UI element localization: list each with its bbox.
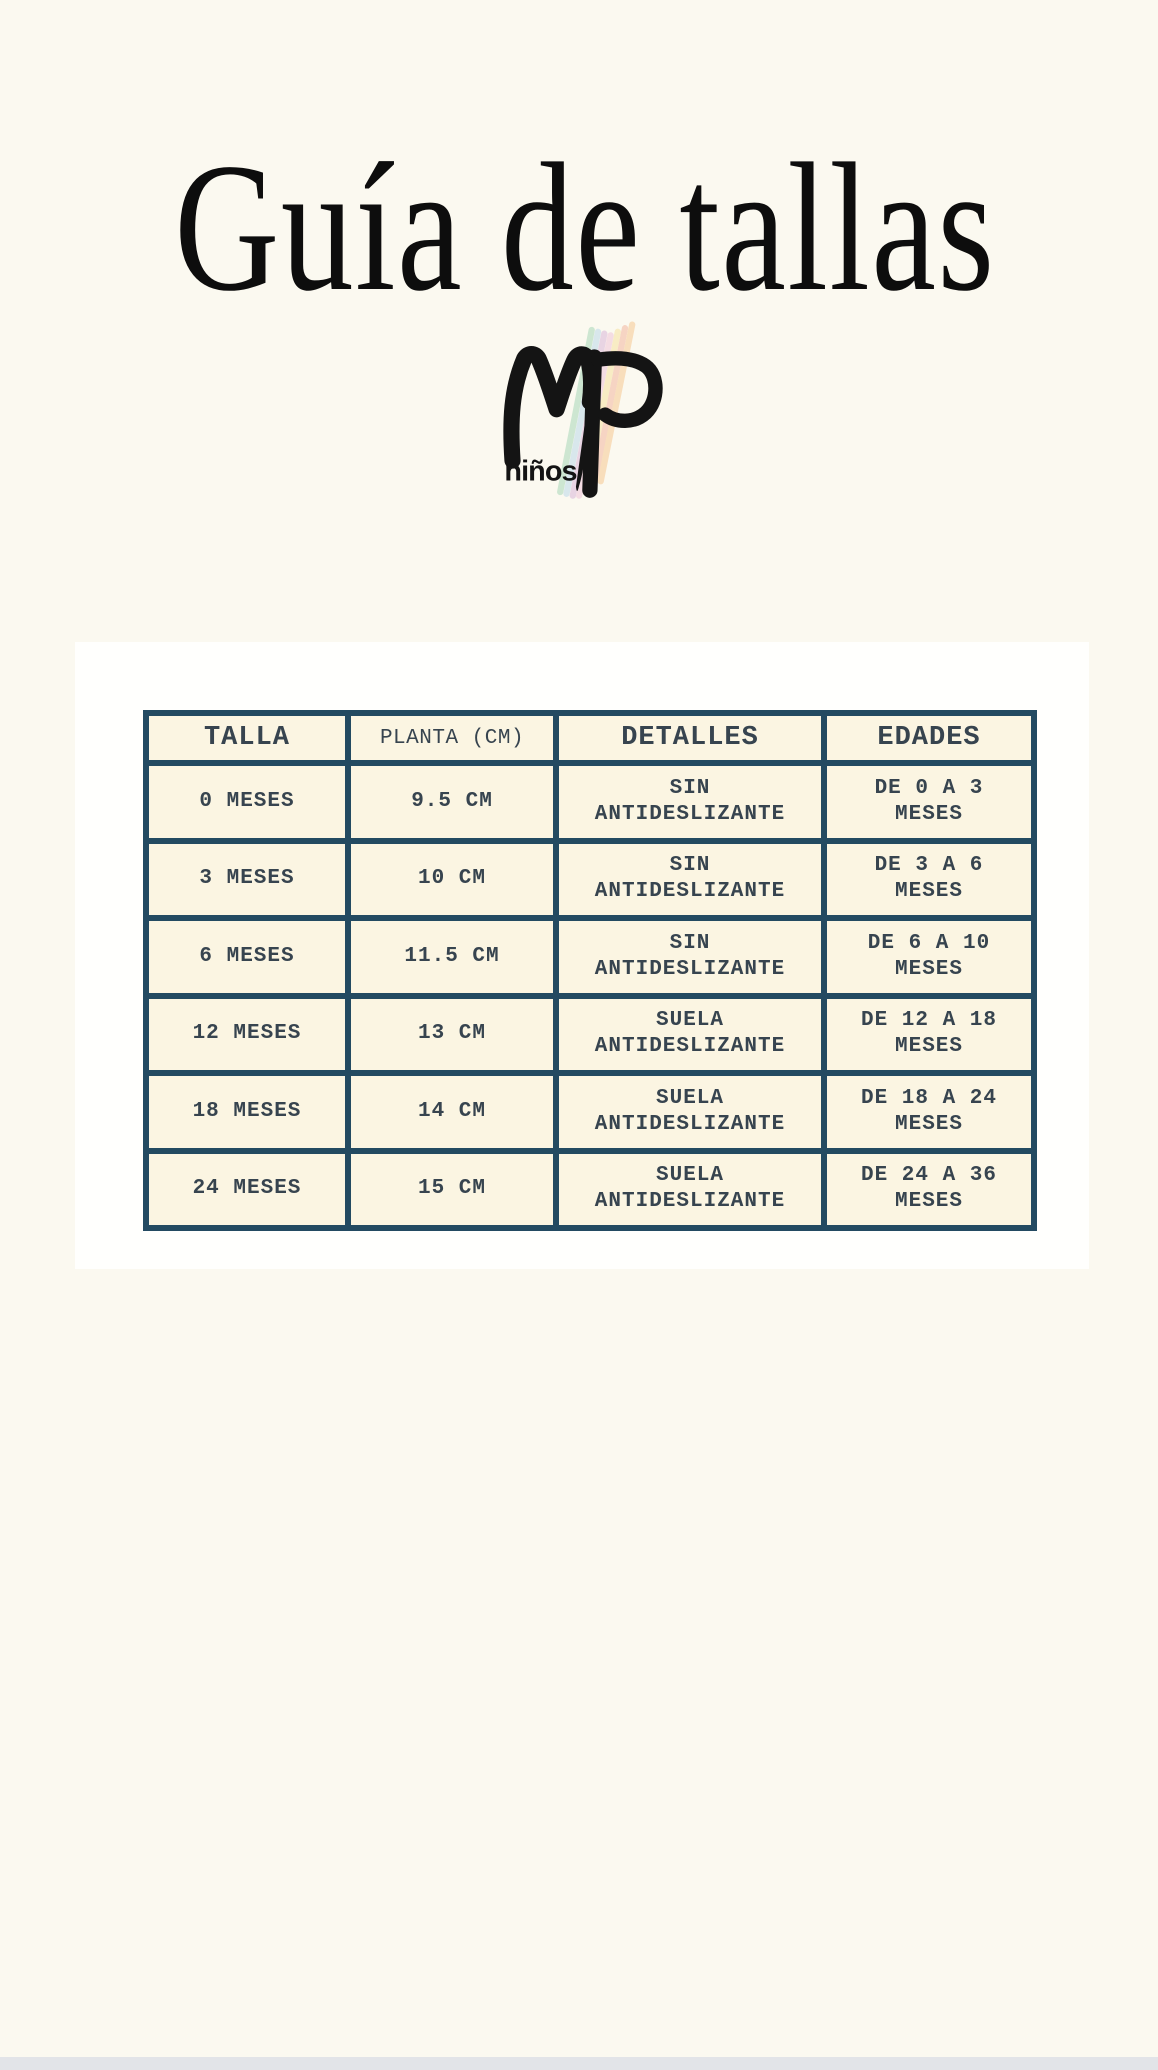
svg-text:niños: niños [504, 455, 576, 487]
